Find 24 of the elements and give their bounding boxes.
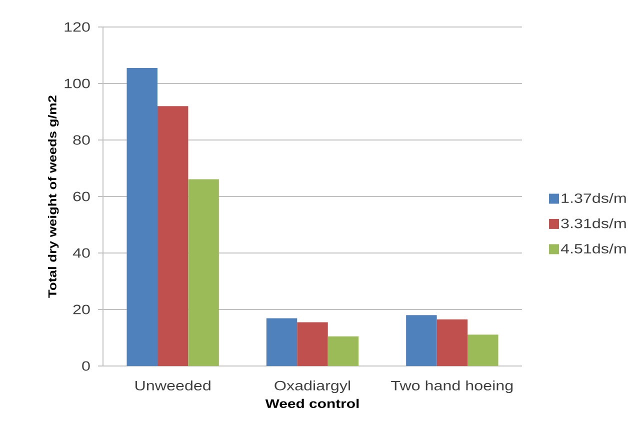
bar [126, 68, 158, 366]
legend-label: 3.31ds/m [561, 218, 626, 228]
legend-label: 1.37ds/m [562, 193, 626, 203]
bar [266, 318, 298, 366]
x-tick-label: Oxadiargyl [274, 380, 350, 394]
bar [157, 106, 188, 366]
y-tick-label: 20 [73, 304, 90, 314]
bar [406, 315, 437, 366]
bar [436, 319, 468, 366]
bar [328, 336, 359, 366]
x-tick-label: Unweeded [136, 380, 210, 390]
y-tick-label: 80 [73, 135, 90, 145]
y-tick-label: 40 [72, 248, 90, 258]
y-tick-label: 100 [64, 78, 90, 88]
x-axis-title: Weed control [265, 398, 359, 408]
bar [188, 179, 219, 366]
bar [297, 322, 328, 366]
legend-label: 4.51ds/m [560, 244, 626, 254]
y-tick-label: 120 [64, 22, 90, 32]
y-tick-label: 0 [82, 361, 90, 371]
y-tick-label: 60 [73, 192, 90, 202]
bar [468, 334, 498, 366]
x-tick-label: Two hand hoeing [391, 380, 513, 394]
y-axis-title: Total dry weight of weeds g/m2 [48, 96, 59, 298]
